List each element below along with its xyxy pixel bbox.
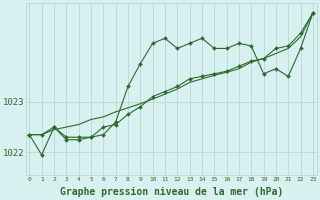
X-axis label: Graphe pression niveau de la mer (hPa): Graphe pression niveau de la mer (hPa) xyxy=(60,187,283,197)
